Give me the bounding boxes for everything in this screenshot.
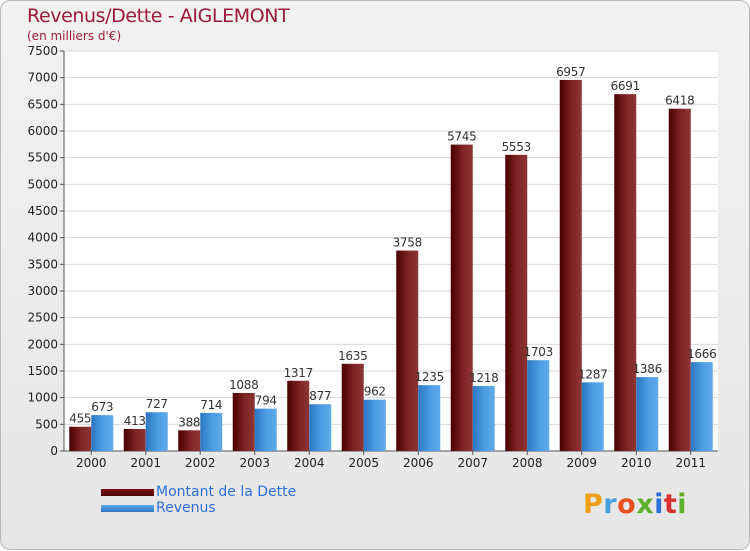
bar-revenus xyxy=(690,362,713,451)
logo-letter: i xyxy=(654,489,664,520)
chart-title: Revenus/Dette - AIGLEMONT xyxy=(27,5,290,27)
bar-dette xyxy=(178,430,201,451)
logo-letter: r xyxy=(603,489,618,520)
x-tick-label: 2002 xyxy=(185,456,216,470)
x-tick-label: 2009 xyxy=(566,456,597,470)
y-tick-label: 6000 xyxy=(27,124,58,138)
legend-label-revenus: Revenus xyxy=(156,500,216,516)
data-label: 413 xyxy=(124,414,146,428)
data-label: 6957 xyxy=(556,65,585,79)
bar-revenus xyxy=(636,377,659,451)
logo-letter: i xyxy=(677,489,688,520)
logo-letter: x xyxy=(636,489,655,520)
bar-dette xyxy=(123,428,146,451)
bar-revenus xyxy=(472,386,495,451)
data-label: 1666 xyxy=(687,347,716,361)
legend-swatch-revenus xyxy=(101,505,154,512)
y-tick-label: 4000 xyxy=(27,231,58,245)
bar-dette xyxy=(450,144,473,451)
data-label: 1317 xyxy=(284,366,313,380)
plot-area xyxy=(64,51,718,451)
x-tick-label: 2005 xyxy=(348,456,379,470)
data-label: 673 xyxy=(91,400,113,414)
bar-dette xyxy=(69,426,92,451)
data-label: 714 xyxy=(200,398,222,412)
data-label: 1088 xyxy=(229,378,258,392)
bar-revenus xyxy=(145,412,168,451)
y-tick-label: 2500 xyxy=(27,311,58,325)
y-tick-label: 0 xyxy=(50,444,58,458)
y-tick-label: 500 xyxy=(35,417,58,431)
data-label: 5745 xyxy=(447,130,476,144)
legend-swatch-dette xyxy=(101,489,154,496)
y-tick-label: 2000 xyxy=(27,337,58,351)
bar-revenus xyxy=(309,404,332,451)
data-label: 794 xyxy=(255,394,277,408)
bar-revenus xyxy=(418,385,441,451)
data-label: 1218 xyxy=(469,371,498,385)
data-label: 6691 xyxy=(611,79,640,93)
x-tick-label: 2008 xyxy=(512,456,543,470)
bar-revenus xyxy=(581,382,604,451)
data-label: 1635 xyxy=(338,349,367,363)
x-tick-label: 2003 xyxy=(239,456,270,470)
data-label: 5553 xyxy=(502,140,531,154)
y-tick-label: 1500 xyxy=(27,364,58,378)
data-label: 6418 xyxy=(665,94,694,108)
bar-revenus xyxy=(363,399,386,451)
x-tick-label: 2001 xyxy=(130,456,161,470)
bar-dette xyxy=(614,94,637,451)
data-label: 877 xyxy=(309,389,331,403)
y-tick-label: 3500 xyxy=(27,257,58,271)
data-label: 388 xyxy=(178,415,200,429)
legend-label-dette: Montant de la Dette xyxy=(156,484,297,500)
bar-revenus xyxy=(527,360,550,451)
chart-subtitle: (en milliers d'€) xyxy=(27,29,122,43)
x-tick-label: 2000 xyxy=(76,456,107,470)
data-label: 962 xyxy=(364,385,386,399)
bar-revenus xyxy=(254,408,277,451)
bar-dette xyxy=(668,108,691,451)
bar-dette xyxy=(559,79,582,452)
y-tick-label: 7000 xyxy=(27,71,58,85)
data-label: 1386 xyxy=(633,362,662,376)
bar-dette xyxy=(232,392,255,451)
bar-dette xyxy=(341,363,364,451)
y-tick-label: 5000 xyxy=(27,177,58,191)
x-tick-label: 2004 xyxy=(294,456,325,470)
bar-dette xyxy=(505,154,528,451)
logo-letter: o xyxy=(617,489,637,520)
bar-dette xyxy=(287,380,310,451)
bar-dette xyxy=(396,250,419,451)
data-label: 455 xyxy=(69,412,91,426)
x-tick-label: 2006 xyxy=(403,456,434,470)
y-tick-label: 5500 xyxy=(27,151,58,165)
data-label: 1287 xyxy=(578,367,607,381)
x-tick-label: 2010 xyxy=(621,456,652,470)
logo-letter: P xyxy=(583,489,604,520)
y-tick-label: 6500 xyxy=(27,97,58,111)
y-tick-label: 7500 xyxy=(27,44,58,58)
y-tick-label: 1000 xyxy=(27,391,58,405)
y-tick-label: 3000 xyxy=(27,284,58,298)
proxiti-logo: Proxiti xyxy=(583,489,687,520)
data-label: 3758 xyxy=(393,236,422,250)
logo-letter: t xyxy=(663,489,678,520)
data-label: 727 xyxy=(146,397,168,411)
x-tick-label: 2007 xyxy=(457,456,488,470)
x-tick-label: 2011 xyxy=(675,456,706,470)
bar-revenus xyxy=(200,412,223,451)
data-label: 1703 xyxy=(524,345,553,359)
data-label: 1235 xyxy=(415,370,444,384)
bar-revenus xyxy=(91,415,114,451)
y-tick-label: 4500 xyxy=(27,204,58,218)
